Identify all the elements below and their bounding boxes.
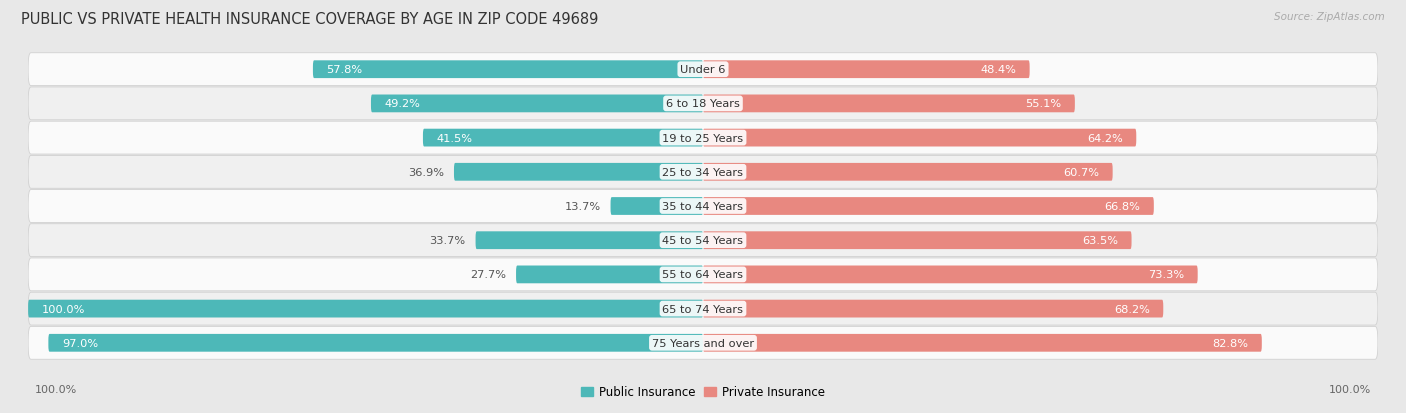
Text: 82.8%: 82.8% — [1212, 338, 1249, 348]
FancyBboxPatch shape — [454, 164, 703, 181]
FancyBboxPatch shape — [28, 292, 1378, 325]
Text: 100.0%: 100.0% — [42, 304, 84, 314]
Text: 65 to 74 Years: 65 to 74 Years — [662, 304, 744, 314]
FancyBboxPatch shape — [28, 88, 1378, 121]
Text: 55.1%: 55.1% — [1025, 99, 1062, 109]
Text: 6 to 18 Years: 6 to 18 Years — [666, 99, 740, 109]
FancyBboxPatch shape — [28, 259, 1378, 291]
Text: 73.3%: 73.3% — [1149, 270, 1184, 280]
FancyBboxPatch shape — [703, 232, 1132, 249]
FancyBboxPatch shape — [703, 198, 1154, 215]
FancyBboxPatch shape — [703, 334, 1261, 352]
Legend: Public Insurance, Private Insurance: Public Insurance, Private Insurance — [576, 381, 830, 403]
FancyBboxPatch shape — [610, 198, 703, 215]
FancyBboxPatch shape — [423, 129, 703, 147]
Text: Source: ZipAtlas.com: Source: ZipAtlas.com — [1274, 12, 1385, 22]
Text: 48.4%: 48.4% — [980, 65, 1017, 75]
FancyBboxPatch shape — [703, 300, 1163, 318]
Text: Under 6: Under 6 — [681, 65, 725, 75]
FancyBboxPatch shape — [28, 54, 1378, 86]
Text: 97.0%: 97.0% — [62, 338, 98, 348]
FancyBboxPatch shape — [516, 266, 703, 284]
Text: 33.7%: 33.7% — [429, 236, 465, 246]
Text: 41.5%: 41.5% — [436, 133, 472, 143]
FancyBboxPatch shape — [371, 95, 703, 113]
FancyBboxPatch shape — [703, 164, 1112, 181]
FancyBboxPatch shape — [28, 327, 1378, 359]
Text: 57.8%: 57.8% — [326, 65, 363, 75]
Text: 64.2%: 64.2% — [1087, 133, 1123, 143]
Text: 45 to 54 Years: 45 to 54 Years — [662, 236, 744, 246]
Text: 36.9%: 36.9% — [408, 167, 444, 177]
Text: 13.7%: 13.7% — [564, 202, 600, 211]
FancyBboxPatch shape — [703, 61, 1029, 79]
FancyBboxPatch shape — [314, 61, 703, 79]
Text: 66.8%: 66.8% — [1105, 202, 1140, 211]
Text: 68.2%: 68.2% — [1114, 304, 1150, 314]
FancyBboxPatch shape — [703, 95, 1074, 113]
FancyBboxPatch shape — [28, 122, 1378, 154]
Text: 49.2%: 49.2% — [384, 99, 420, 109]
Text: 25 to 34 Years: 25 to 34 Years — [662, 167, 744, 177]
FancyBboxPatch shape — [703, 129, 1136, 147]
FancyBboxPatch shape — [28, 156, 1378, 189]
FancyBboxPatch shape — [48, 334, 703, 352]
Text: 63.5%: 63.5% — [1083, 236, 1118, 246]
Text: 35 to 44 Years: 35 to 44 Years — [662, 202, 744, 211]
FancyBboxPatch shape — [703, 266, 1198, 284]
Text: 27.7%: 27.7% — [470, 270, 506, 280]
FancyBboxPatch shape — [28, 190, 1378, 223]
FancyBboxPatch shape — [475, 232, 703, 249]
Text: 19 to 25 Years: 19 to 25 Years — [662, 133, 744, 143]
FancyBboxPatch shape — [28, 224, 1378, 257]
FancyBboxPatch shape — [28, 300, 703, 318]
Text: PUBLIC VS PRIVATE HEALTH INSURANCE COVERAGE BY AGE IN ZIP CODE 49689: PUBLIC VS PRIVATE HEALTH INSURANCE COVER… — [21, 12, 599, 27]
Text: 100.0%: 100.0% — [35, 385, 77, 394]
Text: 100.0%: 100.0% — [1329, 385, 1371, 394]
Text: 75 Years and over: 75 Years and over — [652, 338, 754, 348]
Text: 60.7%: 60.7% — [1063, 167, 1099, 177]
Text: 55 to 64 Years: 55 to 64 Years — [662, 270, 744, 280]
